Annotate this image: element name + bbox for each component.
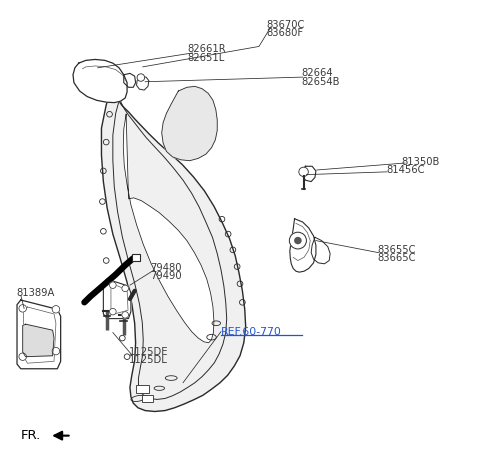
Text: 81389A: 81389A xyxy=(16,288,54,298)
Circle shape xyxy=(19,305,26,312)
Circle shape xyxy=(299,167,308,176)
Polygon shape xyxy=(311,237,330,264)
Polygon shape xyxy=(124,73,136,87)
Polygon shape xyxy=(123,114,214,343)
FancyBboxPatch shape xyxy=(136,385,149,393)
Text: 82651L: 82651L xyxy=(188,53,225,63)
FancyBboxPatch shape xyxy=(132,254,140,260)
Polygon shape xyxy=(301,166,316,181)
Polygon shape xyxy=(17,300,60,369)
Circle shape xyxy=(289,232,306,249)
Text: FR.: FR. xyxy=(21,429,41,442)
FancyBboxPatch shape xyxy=(142,395,153,402)
Polygon shape xyxy=(137,77,149,90)
Text: 83670C: 83670C xyxy=(266,20,304,30)
Circle shape xyxy=(122,312,129,318)
Circle shape xyxy=(19,353,26,360)
Circle shape xyxy=(294,237,301,244)
Text: 82654B: 82654B xyxy=(301,77,340,87)
Polygon shape xyxy=(101,86,246,412)
Polygon shape xyxy=(103,279,131,319)
Text: 1125DE: 1125DE xyxy=(129,347,168,357)
Text: 81456C: 81456C xyxy=(386,165,425,175)
Text: 83655C: 83655C xyxy=(378,245,416,255)
Circle shape xyxy=(109,308,116,315)
Circle shape xyxy=(109,282,116,289)
Circle shape xyxy=(122,285,129,292)
Text: 79490: 79490 xyxy=(150,271,181,281)
Circle shape xyxy=(52,347,60,355)
Text: 79480: 79480 xyxy=(150,263,181,273)
Text: 1125DL: 1125DL xyxy=(129,355,167,365)
Polygon shape xyxy=(290,219,316,272)
Text: 83665C: 83665C xyxy=(378,253,416,263)
Polygon shape xyxy=(73,59,127,102)
Circle shape xyxy=(52,306,60,313)
Text: 82664: 82664 xyxy=(301,68,333,78)
Text: 83680F: 83680F xyxy=(266,28,303,39)
Polygon shape xyxy=(23,324,54,357)
Polygon shape xyxy=(162,86,217,161)
Text: 81350B: 81350B xyxy=(401,157,440,167)
Text: 82661R: 82661R xyxy=(188,44,227,54)
Circle shape xyxy=(137,74,144,81)
Text: REF.60-770: REF.60-770 xyxy=(221,327,282,337)
